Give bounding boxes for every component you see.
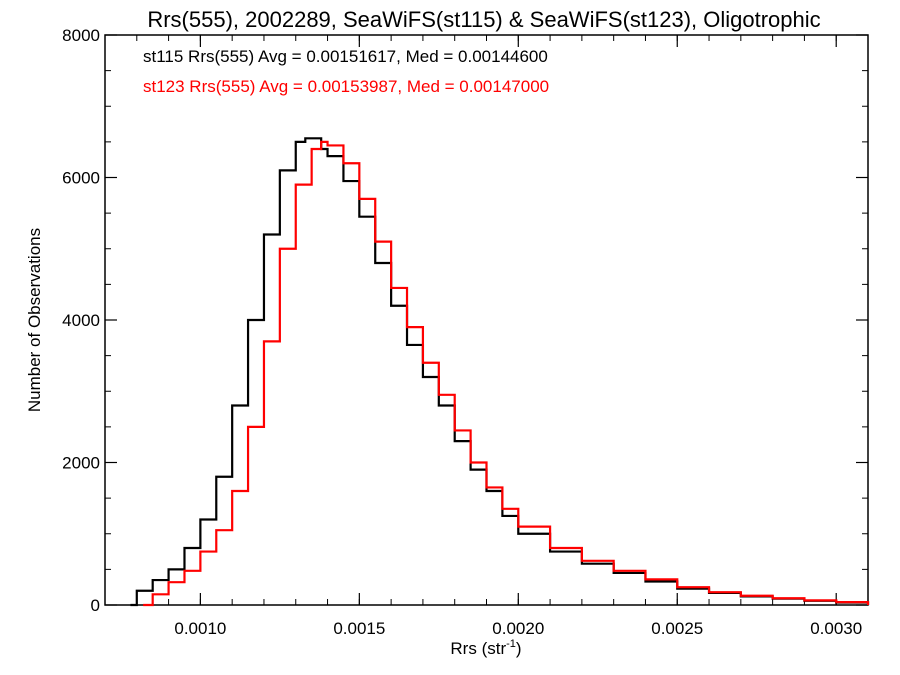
plot-frame [104, 34, 869, 606]
legend-entry-st123: st123 Rrs(555) Avg = 0.00153987, Med = 0… [143, 77, 549, 96]
x-tick-label: 0.0030 [810, 619, 862, 638]
y-tick-label: 8000 [62, 26, 100, 45]
y-tick-label: 0 [91, 596, 100, 615]
x-axis-label: Rrs (str-1) [450, 638, 521, 658]
y-tick-label: 6000 [62, 169, 100, 188]
x-tick-label: 0.0025 [651, 619, 703, 638]
series-lines [130, 137, 870, 607]
x-tick-label: 0.0015 [333, 619, 385, 638]
y-ticks: 0 2000 4000 6000 8000 [62, 26, 868, 615]
legend-entry-st115: st115 Rrs(555) Avg = 0.00151617, Med = 0… [143, 47, 548, 66]
series-line-st115 [130, 137, 870, 607]
chart-title: Rrs(555), 2002289, SeaWiFS(st115) & SeaW… [147, 7, 820, 32]
y-tick-label: 4000 [62, 311, 100, 330]
y-axis-label: Number of Observations [25, 228, 44, 412]
x-tick-label: 0.0010 [174, 619, 226, 638]
x-ticks: 0.0010 0.0015 0.0020 0.0025 0.0030 [104, 35, 869, 638]
y-tick-label: 2000 [62, 454, 100, 473]
series-line-st123 [143, 140, 870, 607]
x-tick-label: 0.0020 [492, 619, 544, 638]
